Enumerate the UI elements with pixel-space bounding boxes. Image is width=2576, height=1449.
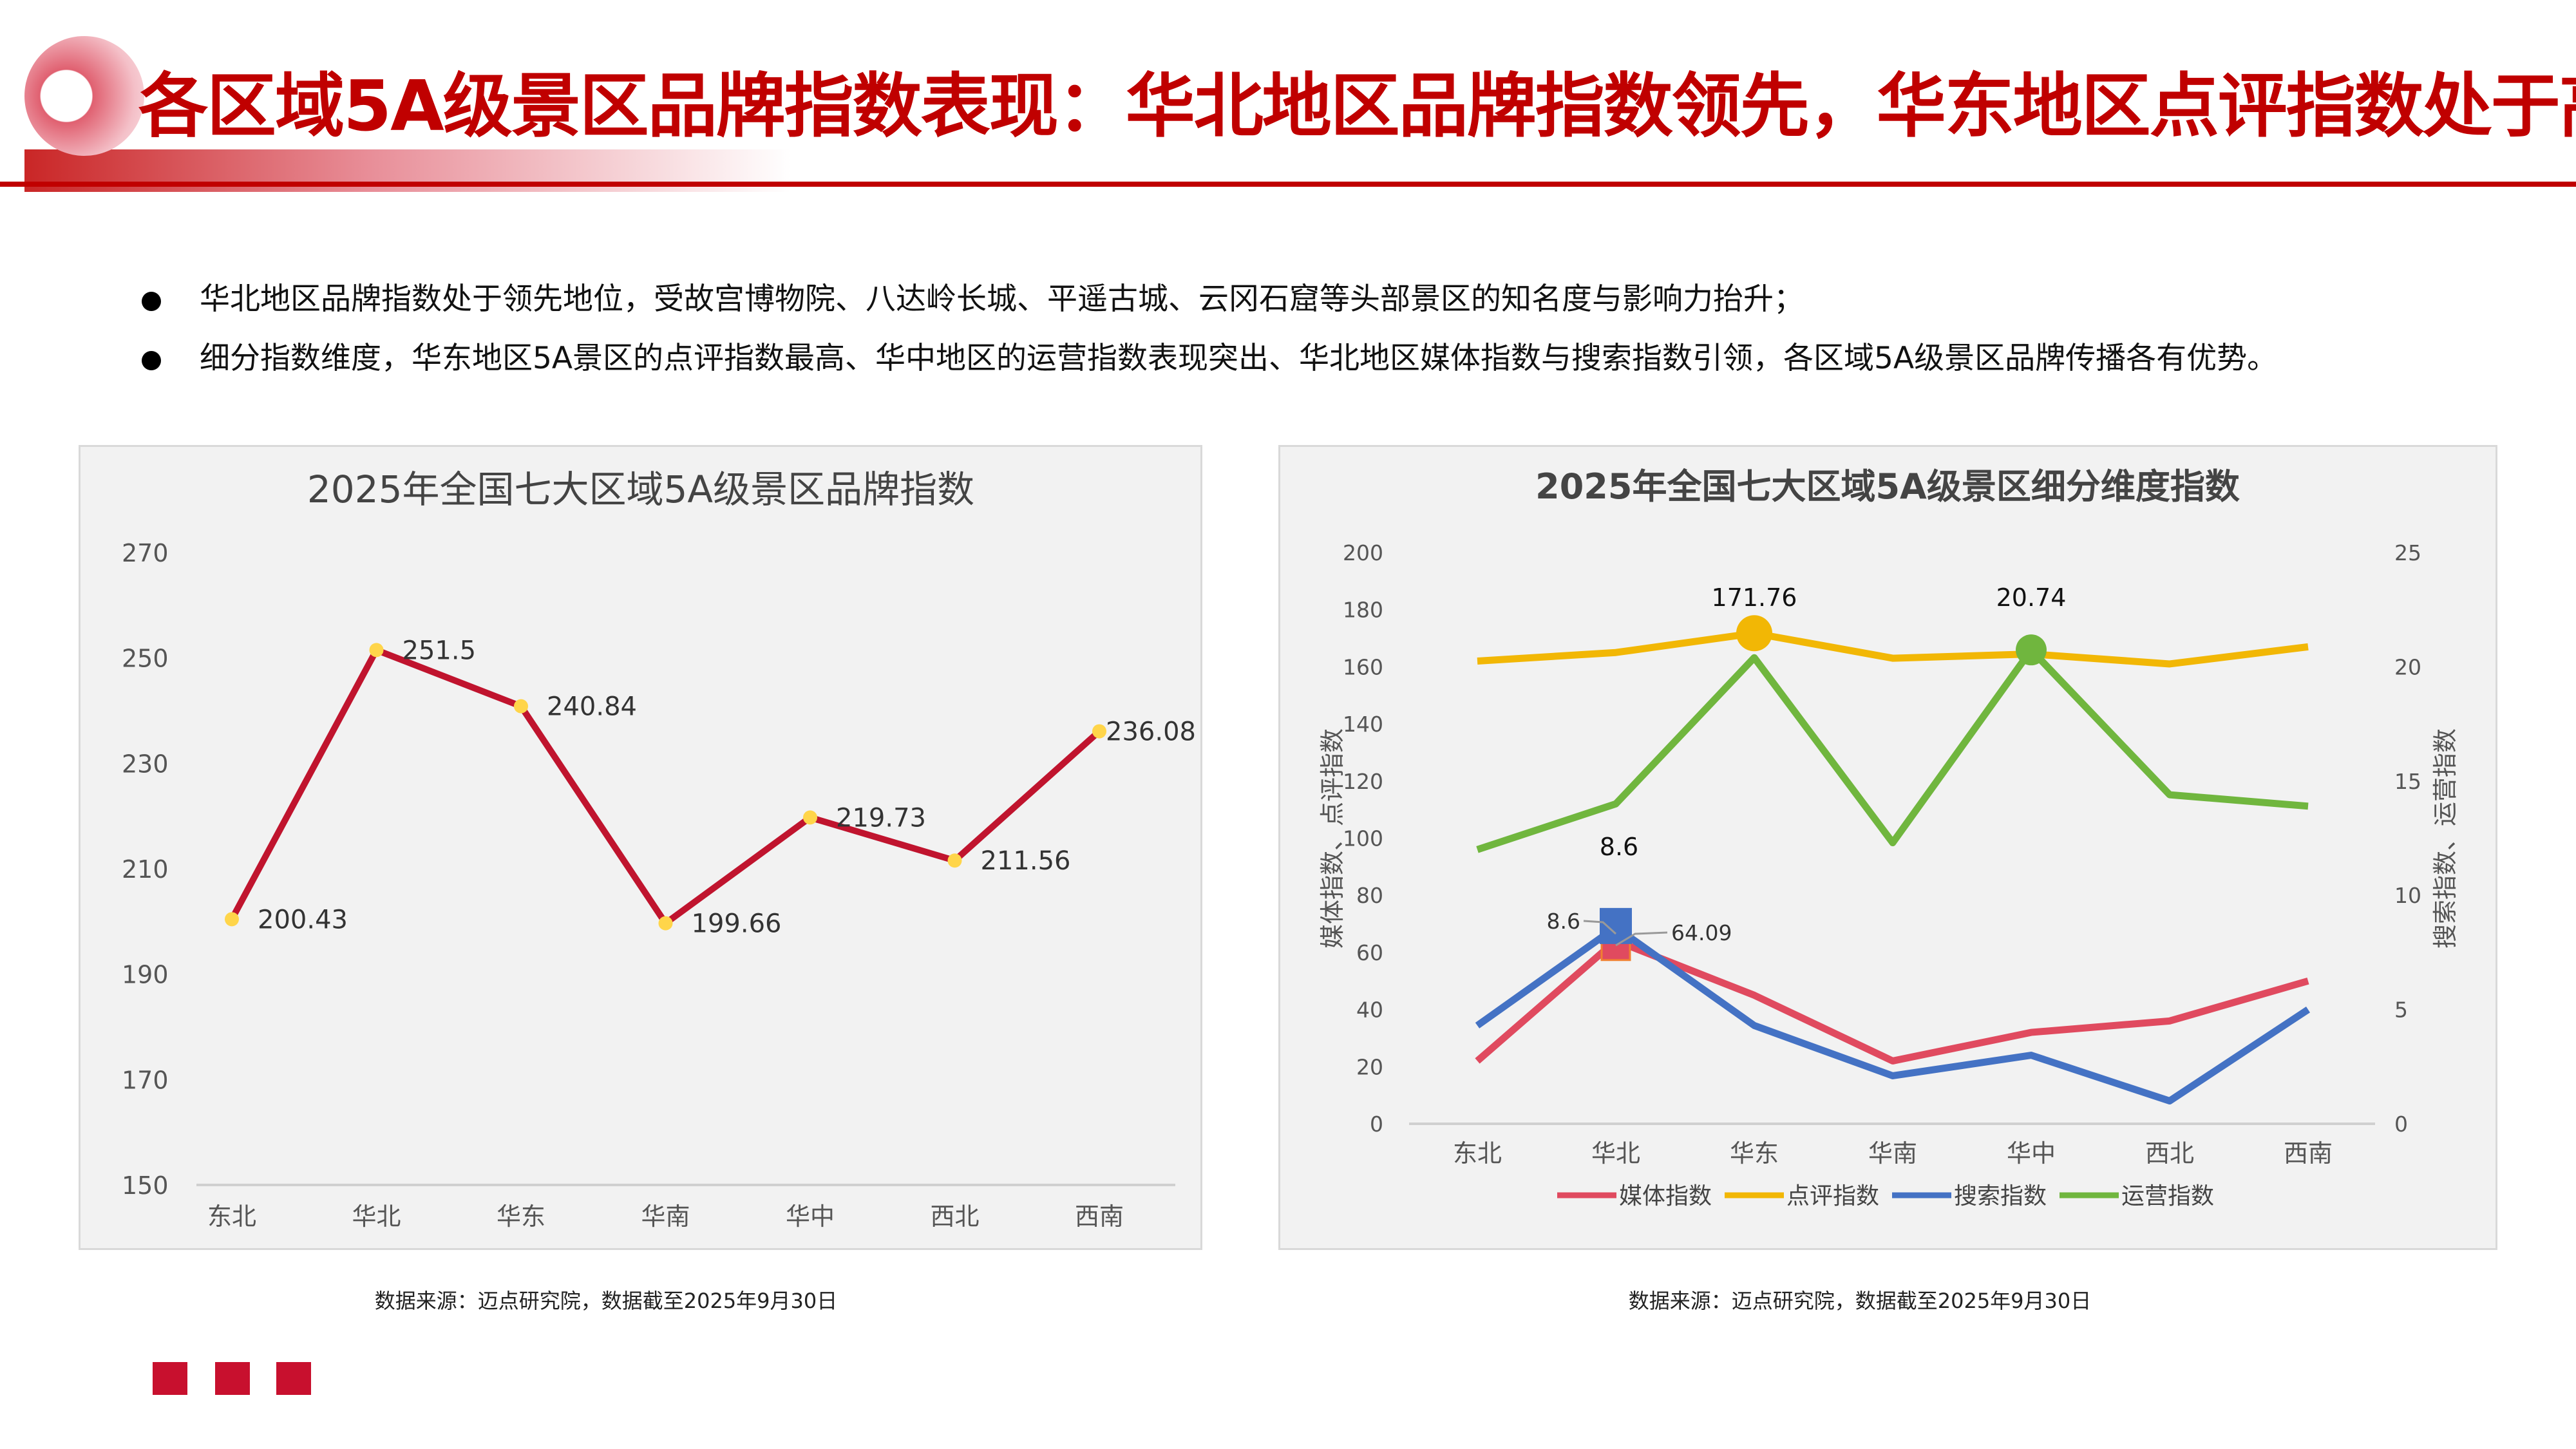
y-axis-title: 媒体指数、点评指数 — [1318, 728, 1347, 949]
y-tick-label: 200 — [1343, 540, 1383, 565]
y-tick-label: 180 — [1343, 598, 1383, 623]
y-tick-label: 60 — [1356, 940, 1383, 965]
footer-square — [276, 1362, 311, 1395]
data-point — [803, 810, 817, 825]
x-tick-label: 东北 — [207, 1202, 256, 1231]
bullet-item: 华北地区品牌指数处于领先地位，受故宫博物院、八达岭长城、平遥古城、云冈石窟等头部… — [142, 274, 1804, 318]
y-tick-label: 250 — [122, 645, 169, 673]
series-line — [229, 647, 1102, 927]
y-tick-label: 160 — [1343, 654, 1383, 679]
x-tick-label: 华北 — [352, 1202, 401, 1231]
leader-line — [1615, 931, 1668, 947]
x-tick-label: 华南 — [1868, 1139, 1917, 1168]
data-point — [514, 699, 528, 714]
y-tick-label: 140 — [1343, 712, 1383, 737]
y-tick-label: 230 — [122, 750, 169, 778]
x-tick-label: 华南 — [641, 1202, 690, 1231]
x-tick-label: 华北 — [1591, 1139, 1640, 1168]
page-title: 各区域5A级景区品牌指数表现：华北地区品牌指数领先，华东地区点评指数处于高位 — [138, 66, 2576, 147]
x-tick-label: 华中 — [786, 1202, 835, 1231]
bullet-dot — [142, 291, 161, 311]
data-label: 240.84 — [547, 692, 637, 722]
y-tick-label: 120 — [1343, 769, 1383, 794]
data-label: 8.6 — [1600, 833, 1638, 861]
series-line-3 — [1476, 646, 2309, 853]
data-label: 251.5 — [402, 636, 477, 665]
chart-title: 2025年全国七大区域5A级景区品牌指数 — [307, 468, 974, 511]
y-tick-label: 20 — [1356, 1054, 1383, 1079]
leader-line — [1583, 920, 1617, 935]
data-point — [947, 853, 962, 868]
operation-marker — [2016, 634, 2047, 666]
brand-index-chart-panel: 2025年全国七大区域5A级景区品牌指数 150 170 190 210 230 250 27… — [79, 445, 1202, 1250]
y2-tick-label: 25 — [2394, 540, 2421, 565]
data-label: 219.73 — [836, 803, 926, 833]
x-tick-label: 东北 — [1453, 1139, 1502, 1168]
source-note-right: 数据来源：迈点研究院，数据截至2025年9月30日 — [1628, 1289, 2092, 1313]
title-underline — [0, 182, 2576, 187]
legend-label: 运营指数 — [2121, 1183, 2214, 1209]
data-label: 20.74 — [1996, 583, 2067, 612]
y-tick-label: 80 — [1356, 883, 1383, 908]
review-marker — [1736, 615, 1772, 652]
bullet-text: 细分指数维度，华东地区5A景区的点评指数最高、华中地区的运营指数表现突出、华北地… — [200, 341, 2278, 376]
y2-tick-label: 20 — [2394, 654, 2421, 679]
y-tick-label: 270 — [122, 539, 169, 567]
y-tick-label: 0 — [1370, 1112, 1383, 1137]
data-label: 211.56 — [981, 846, 1071, 876]
bullet-dot — [142, 350, 161, 370]
x-tick-label: 西南 — [2284, 1139, 2333, 1168]
y-tick-label: 190 — [122, 961, 169, 989]
x-tick-label: 西北 — [930, 1202, 979, 1231]
data-label: 200.43 — [258, 905, 348, 934]
data-point — [1092, 724, 1106, 739]
y2-axis-title: 搜索指数、运营指数 — [2431, 728, 2459, 949]
footer-square — [215, 1362, 250, 1395]
series-line-1 — [1477, 629, 2309, 668]
x-tick-label: 华东 — [497, 1202, 545, 1231]
title-decoration-circle — [24, 36, 144, 156]
legend-label: 媒体指数 — [1619, 1183, 1712, 1209]
x-tick-label: 西北 — [2145, 1139, 2194, 1168]
data-label: 236.08 — [1106, 717, 1196, 747]
brand-index-chart: 2025年全国七大区域5A级景区品牌指数 150 170 190 210 230 250 27… — [122, 468, 1196, 1231]
y-tick-label: 210 — [122, 855, 169, 884]
y2-tick-label: 10 — [2394, 883, 2421, 908]
y-tick-label: 40 — [1356, 998, 1383, 1023]
y-tick-label: 150 — [122, 1171, 169, 1200]
data-point — [225, 912, 239, 927]
footer-square — [153, 1362, 187, 1395]
bullet-text: 华北地区品牌指数处于领先地位，受故宫博物院、八达岭长城、平遥古城、云冈石窟等头部… — [200, 281, 1804, 317]
x-tick-label: 华中 — [2007, 1139, 2056, 1168]
sub-index-chart: 2025年全国七大区域5A级景区细分维度指数020406080100120140… — [1318, 466, 2459, 1209]
y-tick-label: 170 — [122, 1066, 169, 1094]
data-label: 171.76 — [1712, 583, 1797, 612]
y2-tick-label: 0 — [2394, 1112, 2408, 1137]
bullet-item: 细分指数维度，华东地区5A景区的点评指数最高、华中地区的运营指数表现突出、华北地… — [142, 333, 2277, 377]
legend-label: 搜索指数 — [1954, 1183, 2047, 1209]
x-tick-label: 华东 — [1730, 1139, 1779, 1168]
data-label: 199.66 — [692, 909, 782, 939]
source-note-left: 数据来源：迈点研究院，数据截至2025年9月30日 — [374, 1289, 838, 1313]
data-point — [658, 916, 673, 931]
chart-title: 2025年全国七大区域5A级景区细分维度指数 — [1535, 466, 2240, 507]
data-label: 8.6 — [1547, 909, 1580, 934]
x-tick-label: 西南 — [1075, 1202, 1124, 1231]
y-tick-label: 100 — [1343, 826, 1383, 851]
y2-tick-label: 15 — [2394, 769, 2421, 794]
legend-label: 点评指数 — [1786, 1183, 1879, 1209]
data-point — [369, 643, 384, 658]
y2-tick-label: 5 — [2394, 998, 2408, 1023]
sub-index-chart-panel: 2025年全国七大区域5A级景区细分维度指数 0 20 40 60 80 100 120 140… — [1278, 445, 2497, 1250]
data-label: 64.09 — [1671, 920, 1732, 945]
